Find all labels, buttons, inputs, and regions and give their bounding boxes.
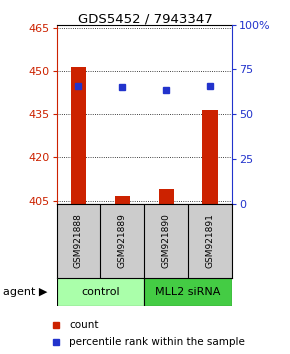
Text: GSM921891: GSM921891 bbox=[206, 213, 215, 268]
Bar bbox=[202, 110, 218, 204]
Bar bbox=[71, 67, 86, 204]
Text: count: count bbox=[70, 320, 99, 330]
Text: agent ▶: agent ▶ bbox=[3, 287, 47, 297]
FancyBboxPatch shape bbox=[144, 278, 232, 306]
Text: control: control bbox=[81, 287, 120, 297]
Text: GDS5452 / 7943347: GDS5452 / 7943347 bbox=[78, 12, 212, 25]
FancyBboxPatch shape bbox=[57, 278, 144, 306]
Bar bbox=[115, 196, 130, 204]
Text: GSM921889: GSM921889 bbox=[118, 213, 127, 268]
Text: GSM921888: GSM921888 bbox=[74, 213, 83, 268]
Text: percentile rank within the sample: percentile rank within the sample bbox=[70, 337, 245, 347]
Text: GSM921890: GSM921890 bbox=[162, 213, 171, 268]
Bar bbox=[159, 189, 174, 204]
Text: MLL2 siRNA: MLL2 siRNA bbox=[155, 287, 221, 297]
